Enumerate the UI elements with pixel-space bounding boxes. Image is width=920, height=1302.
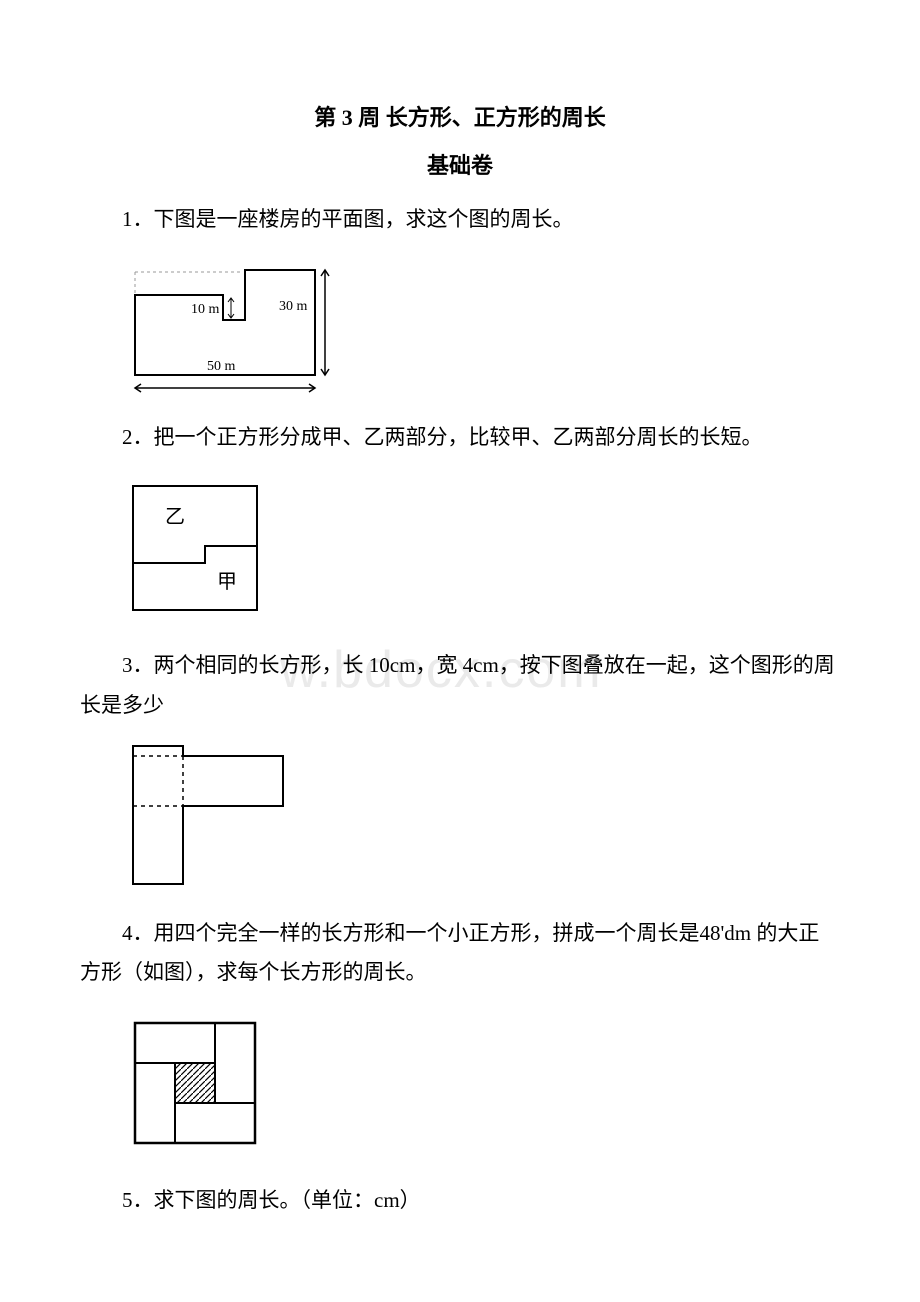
fig1-label-10m: 10 m [191, 302, 220, 317]
figure-3 [115, 736, 840, 896]
page-subtitle: 基础卷 [80, 148, 840, 180]
figure-1: 10 m 30 m 50 m [115, 250, 840, 400]
fig1-label-30m: 30 m [279, 299, 308, 314]
figure-4 [115, 1003, 840, 1163]
fig2-label-jia: 甲 [217, 571, 237, 593]
page-title: 第 3 周 长方形、正方形的周长 [80, 100, 840, 132]
fig2-label-yi: 乙 [165, 506, 185, 528]
question-4: 4．用四个完全一样的长方形和一个小正方形，拼成一个周长是48'dm 的大正方形（… [80, 914, 840, 994]
fig1-label-50m: 50 m [207, 359, 236, 374]
question-2: 2．把一个正方形分成甲、乙两部分，比较甲、乙两部分周长的长短。 [80, 418, 840, 458]
figure-2: 乙 甲 [115, 468, 840, 628]
question-5: 5．求下图的周长。（单位：cm） [80, 1181, 840, 1221]
question-1: 1．下图是一座楼房的平面图，求这个图的周长。 [80, 200, 840, 240]
question-3: 3．两个相同的长方形，长 10cm，宽 4cm，按下图叠放在一起，这个图形的周长… [80, 646, 840, 726]
